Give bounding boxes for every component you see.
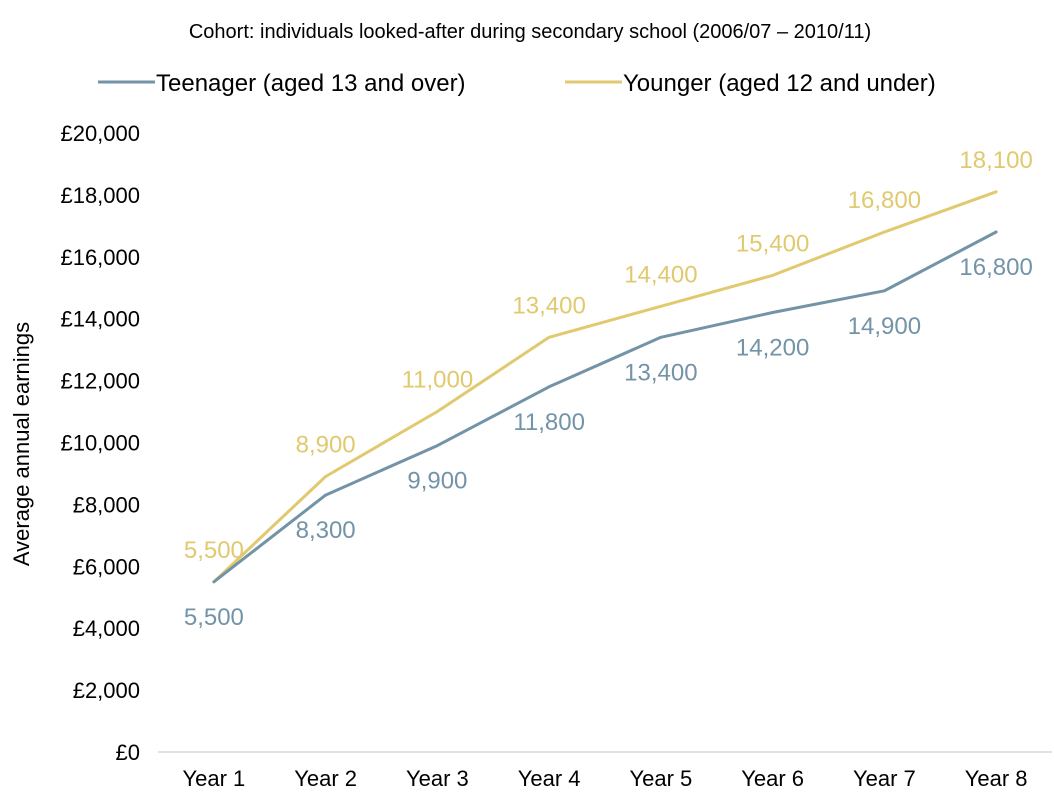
- data-label-teenager: 11,800: [513, 409, 585, 436]
- y-axis-title: Average annual earnings: [9, 322, 34, 566]
- data-label-teenager: 14,200: [736, 335, 809, 362]
- x-tick-label-year-8: Year 8: [965, 766, 1028, 791]
- series-line-teenager-aged-13-and-over: [212, 230, 998, 584]
- x-tick-label-year-7: Year 7: [853, 766, 916, 791]
- data-label-younger: 5,500: [184, 537, 244, 564]
- y-tick-label: £8,000: [73, 492, 140, 517]
- x-tick-label-year-5: Year 5: [629, 766, 692, 791]
- y-tick-label: £16,000: [60, 245, 140, 270]
- legend: Teenager (aged 13 and over) Younger (age…: [98, 70, 936, 97]
- data-label-younger: 8,900: [296, 432, 356, 459]
- data-label-younger: 13,400: [512, 292, 585, 319]
- data-label-younger: 18,100: [959, 147, 1032, 174]
- legend-label-teenager: Teenager (aged 13 and over): [156, 70, 466, 97]
- data-label-younger: 15,400: [736, 230, 809, 257]
- data-label-teenager: 14,900: [848, 313, 921, 340]
- data-label-teenager: 8,300: [296, 517, 356, 544]
- data-label-younger: 14,400: [624, 261, 697, 288]
- x-tick-label-year-6: Year 6: [741, 766, 804, 791]
- y-tick-label: £20,000: [60, 121, 140, 146]
- data-label-younger: 16,800: [848, 187, 921, 214]
- data-label-teenager: 13,400: [624, 359, 697, 386]
- y-axis-ticks: £0 £2,000 £4,000 £6,000 £8,000 £10,000 £12,000…: [60, 121, 140, 765]
- x-tick-label-year-1: Year 1: [182, 766, 245, 791]
- x-tick-label-year-3: Year 3: [406, 766, 469, 791]
- data-label-teenager: 9,900: [407, 468, 467, 495]
- x-tick-label-year-4: Year 4: [518, 766, 581, 791]
- legend-label-younger: Younger (aged 12 and under): [623, 70, 936, 97]
- series-line-younger-aged-12-and-under: [212, 190, 998, 584]
- y-tick-label: £10,000: [60, 431, 140, 456]
- series-lines: [212, 190, 998, 584]
- y-tick-label: £14,000: [60, 307, 140, 332]
- y-tick-label: £12,000: [60, 369, 140, 394]
- data-label-teenager: 5,500: [184, 604, 244, 631]
- chart-title: Cohort: individuals looked-after during …: [189, 21, 871, 43]
- x-tick-label-year-2: Year 2: [294, 766, 357, 791]
- data-labels: 5,500 8,300 9,900 11,800 13,400 14,200 14,900 1…: [184, 147, 1033, 631]
- y-tick-label: £18,000: [60, 183, 140, 208]
- y-tick-label: £0: [116, 740, 140, 765]
- y-tick-label: £4,000: [73, 616, 140, 641]
- data-label-younger: 11,000: [402, 367, 474, 394]
- y-tick-label: £2,000: [73, 678, 140, 703]
- data-label-teenager: 16,800: [959, 254, 1032, 281]
- y-tick-label: £6,000: [73, 554, 140, 579]
- x-axis-ticks: Year 1 Year 2 Year 3 Year 4 Year 5 Year 6 Year…: [182, 766, 1027, 791]
